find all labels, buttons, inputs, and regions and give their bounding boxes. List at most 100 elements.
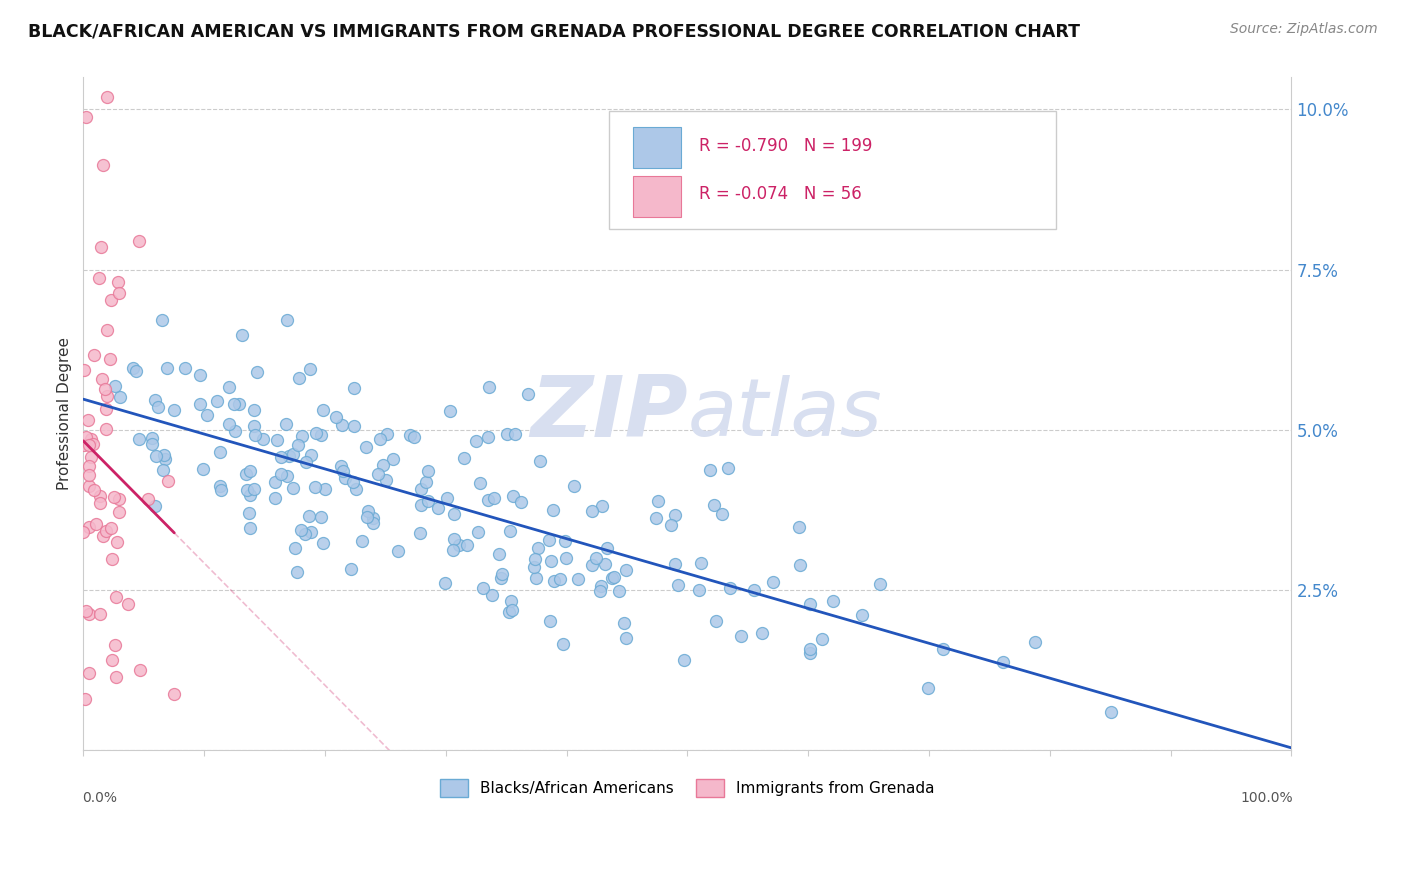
Point: [104, 670, 127, 684]
FancyBboxPatch shape: [609, 112, 1056, 229]
Point: [581, 503, 603, 517]
Point: [491, 567, 513, 582]
Point: [344, 482, 367, 496]
Point: [799, 641, 821, 656]
Point: [96, 89, 118, 103]
Point: [96, 422, 118, 436]
Point: [145, 393, 167, 408]
Point: [538, 533, 561, 548]
Point: [209, 445, 232, 459]
Point: [489, 571, 512, 585]
Point: [77, 458, 100, 473]
Point: [730, 629, 752, 643]
Point: [152, 463, 174, 477]
Point: [581, 558, 603, 573]
Point: [193, 462, 215, 476]
Point: [699, 463, 721, 477]
Point: [614, 632, 637, 646]
Point: [83, 483, 105, 498]
Point: [94, 402, 117, 417]
Point: [96, 524, 118, 539]
Point: [312, 402, 335, 417]
Point: [499, 524, 522, 539]
Point: [290, 523, 312, 537]
Point: [80, 432, 103, 446]
Point: [243, 403, 266, 417]
Point: [343, 381, 366, 395]
Point: [591, 499, 613, 513]
Point: [607, 584, 630, 599]
Point: [751, 626, 773, 640]
Point: [312, 535, 335, 549]
Point: [145, 449, 167, 463]
Text: Source: ZipAtlas.com: Source: ZipAtlas.com: [1230, 22, 1378, 37]
Point: [157, 475, 180, 489]
Point: [761, 574, 783, 589]
Point: [551, 637, 574, 651]
Point: [416, 464, 439, 478]
Point: [188, 368, 211, 382]
Point: [218, 417, 240, 431]
Point: [89, 489, 111, 503]
Point: [105, 534, 128, 549]
Point: [811, 632, 834, 646]
Point: [664, 508, 686, 522]
Point: [330, 418, 353, 433]
Point: [477, 430, 499, 444]
Point: [266, 433, 288, 447]
Point: [77, 665, 100, 680]
Point: [288, 371, 311, 385]
Point: [799, 597, 821, 611]
Point: [645, 511, 668, 525]
Point: [456, 538, 478, 552]
Point: [125, 364, 148, 378]
Point: [352, 534, 374, 549]
Point: [107, 491, 129, 506]
Point: [117, 598, 139, 612]
Point: [510, 495, 533, 509]
Point: [482, 491, 505, 506]
Point: [98, 351, 121, 366]
Point: [304, 480, 326, 494]
Point: [718, 582, 741, 596]
Point: [703, 499, 725, 513]
Text: 0.0%: 0.0%: [82, 791, 117, 805]
Point: [209, 479, 232, 493]
Point: [465, 434, 488, 448]
Point: [361, 516, 384, 531]
Point: [281, 481, 304, 495]
Point: [330, 459, 353, 474]
Point: [264, 475, 287, 490]
Point: [367, 467, 389, 481]
Point: [932, 642, 955, 657]
Point: [209, 483, 232, 497]
Point: [503, 427, 526, 442]
Point: [152, 448, 174, 462]
Point: [789, 558, 811, 572]
Point: [79, 467, 101, 482]
Point: [647, 493, 669, 508]
Point: [75, 110, 97, 124]
Point: [554, 533, 576, 548]
Point: [517, 387, 540, 401]
Point: [218, 379, 240, 393]
Point: [478, 380, 501, 394]
Point: [239, 464, 262, 478]
Point: [104, 638, 127, 652]
Point: [495, 426, 517, 441]
Point: [567, 572, 589, 586]
Point: [409, 482, 432, 496]
Point: [416, 493, 439, 508]
Point: [688, 583, 710, 598]
Point: [453, 450, 475, 465]
Point: [285, 565, 308, 579]
Point: [299, 524, 322, 539]
Point: [562, 479, 585, 493]
Point: [274, 417, 297, 431]
Point: [100, 293, 122, 307]
Legend: Blacks/African Americans, Immigrants from Grenada: Blacks/African Americans, Immigrants fro…: [434, 772, 941, 804]
Point: [72, 524, 94, 539]
Point: [415, 475, 437, 489]
Point: [238, 506, 260, 520]
Point: [585, 551, 607, 566]
